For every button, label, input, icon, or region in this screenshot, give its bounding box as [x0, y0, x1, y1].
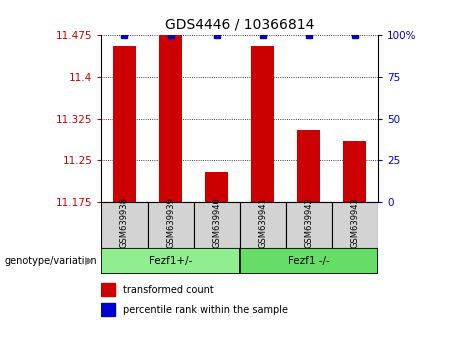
Bar — [332, 202, 378, 248]
Text: Fezf1+/-: Fezf1+/- — [149, 256, 192, 266]
Title: GDS4446 / 10366814: GDS4446 / 10366814 — [165, 17, 314, 32]
Bar — [205, 172, 228, 202]
Bar — [343, 141, 366, 202]
Bar — [240, 248, 378, 274]
Text: GSM639939: GSM639939 — [166, 197, 175, 248]
Bar — [194, 202, 240, 248]
Text: GSM639940: GSM639940 — [212, 197, 221, 248]
Text: GSM639938: GSM639938 — [120, 197, 129, 248]
Bar — [101, 202, 148, 248]
Text: percentile rank within the sample: percentile rank within the sample — [123, 305, 288, 315]
Bar — [148, 202, 194, 248]
Text: GSM639942: GSM639942 — [304, 197, 313, 248]
Text: GSM639941: GSM639941 — [258, 197, 267, 248]
Bar — [297, 130, 320, 202]
Bar — [101, 283, 115, 296]
Text: Fezf1 -/-: Fezf1 -/- — [288, 256, 330, 266]
Text: genotype/variation: genotype/variation — [5, 256, 97, 266]
Bar — [113, 46, 136, 202]
Text: transformed count: transformed count — [123, 285, 214, 295]
Text: GSM639943: GSM639943 — [350, 197, 360, 248]
Text: ▶: ▶ — [85, 256, 94, 266]
Bar — [159, 35, 182, 202]
Bar — [101, 303, 115, 316]
Bar — [251, 46, 274, 202]
Bar — [240, 202, 286, 248]
Bar — [286, 202, 332, 248]
Bar — [101, 248, 240, 274]
